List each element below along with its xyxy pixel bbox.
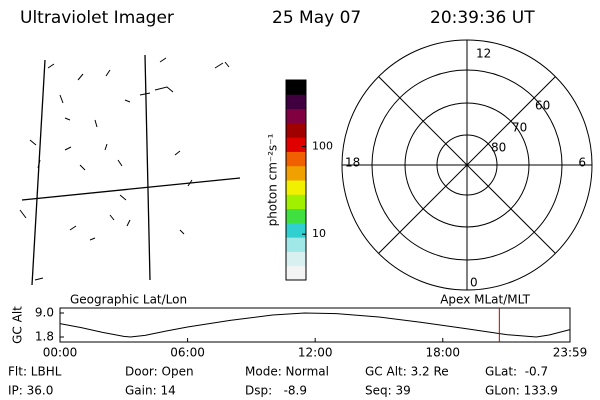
y-tick-label: 9.0 (35, 306, 54, 320)
colorbar-swatch (286, 251, 306, 267)
x-tick-label: 23:59 (553, 346, 588, 360)
status-field: Seq: 39 (365, 384, 411, 398)
colorbar-frame (285, 79, 307, 281)
colorbar-label: photon cm⁻²s⁻¹ (266, 133, 280, 226)
colorbar-swatch (286, 194, 306, 210)
mlt-label: 0 (470, 276, 478, 290)
status-field: GLat: -0.7 (485, 365, 548, 379)
y-tick-label: 1.8 (35, 330, 54, 344)
colorbar-swatch (286, 237, 306, 252)
colorbar-swatch (286, 165, 306, 181)
status-field: GC Alt: 3.2 Re (365, 365, 449, 379)
colorbar: 10 100 (285, 79, 333, 281)
mlt-label: 6 (578, 156, 586, 170)
status-panel: Flt: LBHL Door: Open Mode: Normal GC Alt: 3… (8, 365, 558, 398)
title: Ultraviolet Imager (20, 8, 174, 28)
lat-label: 60 (535, 99, 550, 113)
date: 25 May 07 (272, 8, 361, 28)
lat-label: 80 (491, 141, 506, 155)
altitude-line (59, 312, 571, 338)
status-field: Mode: Normal (245, 365, 329, 379)
lat-label: 70 (512, 121, 527, 135)
colorbar-swatch (286, 108, 306, 124)
colorbar-swatch (286, 208, 306, 224)
status-field: Dsp: -8.9 (245, 384, 307, 398)
x-tick-label: 12:00 (298, 346, 333, 360)
status-field: GLon: 133.9 (485, 384, 558, 398)
colorbar-swatch (286, 180, 306, 195)
status-field: IP: 36.0 (8, 384, 53, 398)
colorbar-tick-label: 100 (312, 140, 333, 153)
uv-image (19, 54, 241, 286)
mlt-label: 12 (476, 47, 491, 61)
colorbar-swatch (286, 122, 306, 138)
time: 20:39:36 UT (430, 8, 535, 28)
colorbar-swatch (286, 80, 306, 95)
colorbar-swatch (286, 151, 306, 167)
altitude-plot: 9.0 1.8 00:00 06:00 12:00 18:00 23:59 (35, 306, 587, 360)
x-tick-label: 18:00 (425, 346, 460, 360)
status-field: Door: Open (125, 365, 194, 379)
mlt-label: 18 (345, 156, 360, 170)
x-tick-label: 00:00 (43, 346, 78, 360)
altitude-ylabel: GC Alt (11, 306, 25, 344)
status-field: Gain: 14 (125, 384, 176, 398)
status-field: Flt: LBHL (8, 365, 62, 379)
colorbar-swatch (286, 137, 306, 152)
map-right-label: Apex MLat/MLT (440, 293, 530, 307)
map-left-label: Geographic Lat/Lon (70, 293, 187, 307)
polar-axis (378, 76, 556, 254)
colorbar-swatch (286, 265, 306, 281)
colorbar-swatch (286, 94, 306, 110)
colorbar-tick-label: 10 (312, 227, 326, 240)
colorbar-swatch (286, 222, 306, 238)
x-tick-label: 06:00 (170, 346, 205, 360)
